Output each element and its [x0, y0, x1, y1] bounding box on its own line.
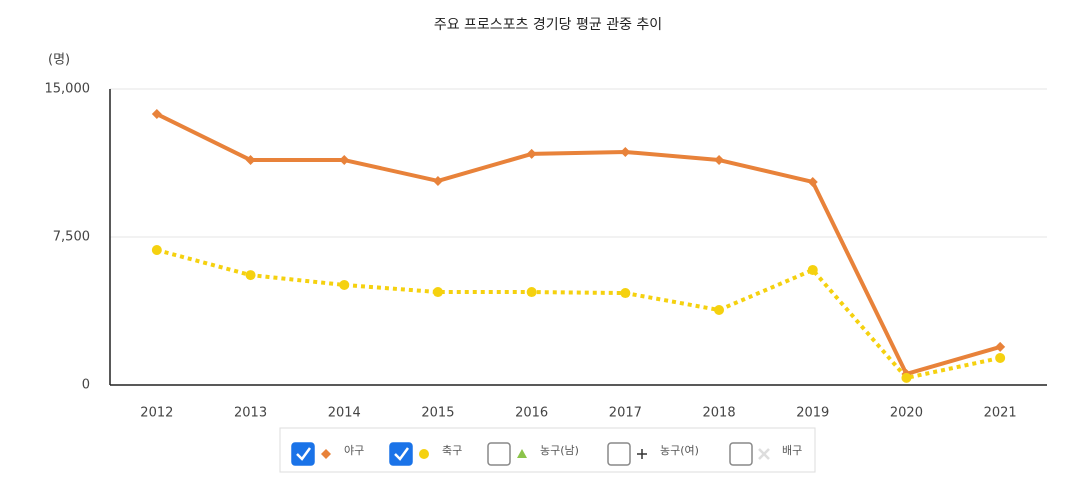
x-tick-label: 2012: [140, 406, 173, 421]
y-tick-label: 7,500: [53, 230, 90, 245]
data-point: [714, 305, 725, 316]
legend-item[interactable]: 농구(남): [487, 442, 579, 466]
data-point: [807, 176, 818, 187]
data-point: [151, 245, 162, 256]
data-point: [526, 287, 537, 298]
y-axis-label: (명): [48, 53, 70, 68]
data-point: [807, 264, 818, 275]
data-point: [995, 341, 1006, 352]
data-point: [151, 109, 162, 120]
checkbox[interactable]: [389, 442, 413, 466]
y-tick-label: 15,000: [45, 82, 91, 97]
data-point: [901, 372, 912, 383]
checkbox[interactable]: [607, 442, 631, 466]
x-tick-label: 2017: [609, 406, 642, 421]
data-point: [245, 270, 256, 281]
legend-marker: [419, 449, 429, 459]
checkbox[interactable]: [487, 442, 511, 466]
x-tick-label: 2016: [515, 406, 548, 421]
legend-label: 농구(남): [540, 444, 579, 457]
data-point: [432, 287, 443, 298]
x-tick-label: 2014: [328, 406, 361, 421]
series-line: [156, 248, 1001, 380]
x-tick-label: 2015: [421, 406, 454, 421]
chart-title: 주요 프로스포츠 경기당 평균 관중 추이: [434, 17, 662, 33]
legend-marker: [637, 449, 647, 459]
legend-label: 축구: [442, 444, 462, 457]
x-tick-label: 2013: [234, 406, 267, 421]
legend-item[interactable]: 배구: [729, 442, 802, 466]
legend-marker: [758, 448, 770, 460]
checkbox[interactable]: [729, 442, 753, 466]
legend-item[interactable]: 야구: [291, 442, 364, 466]
legend-item[interactable]: 축구: [389, 442, 462, 466]
legend-marker: [321, 449, 331, 459]
data-point: [995, 352, 1006, 363]
data-point: [339, 155, 350, 166]
x-tick-label: 2019: [796, 406, 829, 421]
legend-marker: [517, 449, 527, 458]
data-point: [245, 155, 256, 166]
checkbox[interactable]: [291, 442, 315, 466]
data-point: [714, 155, 725, 166]
y-tick-label: 0: [82, 378, 90, 393]
checkmark: [296, 447, 312, 461]
legend-label: 농구(여): [660, 444, 699, 457]
legend-label: 야구: [344, 444, 364, 457]
data-point: [432, 175, 443, 186]
legend-item[interactable]: 농구(여): [607, 442, 699, 466]
legend-box: [279, 427, 816, 473]
data-point: [620, 288, 631, 299]
legend-label: 배구: [782, 444, 802, 457]
x-tick-label: 2018: [703, 406, 736, 421]
data-point: [620, 146, 631, 157]
data-point: [526, 148, 537, 159]
x-tick-label: 2021: [984, 406, 1017, 421]
data-point: [339, 279, 350, 290]
checkmark: [394, 447, 410, 461]
series-line: [155, 112, 1001, 376]
x-tick-label: 2020: [890, 406, 923, 421]
